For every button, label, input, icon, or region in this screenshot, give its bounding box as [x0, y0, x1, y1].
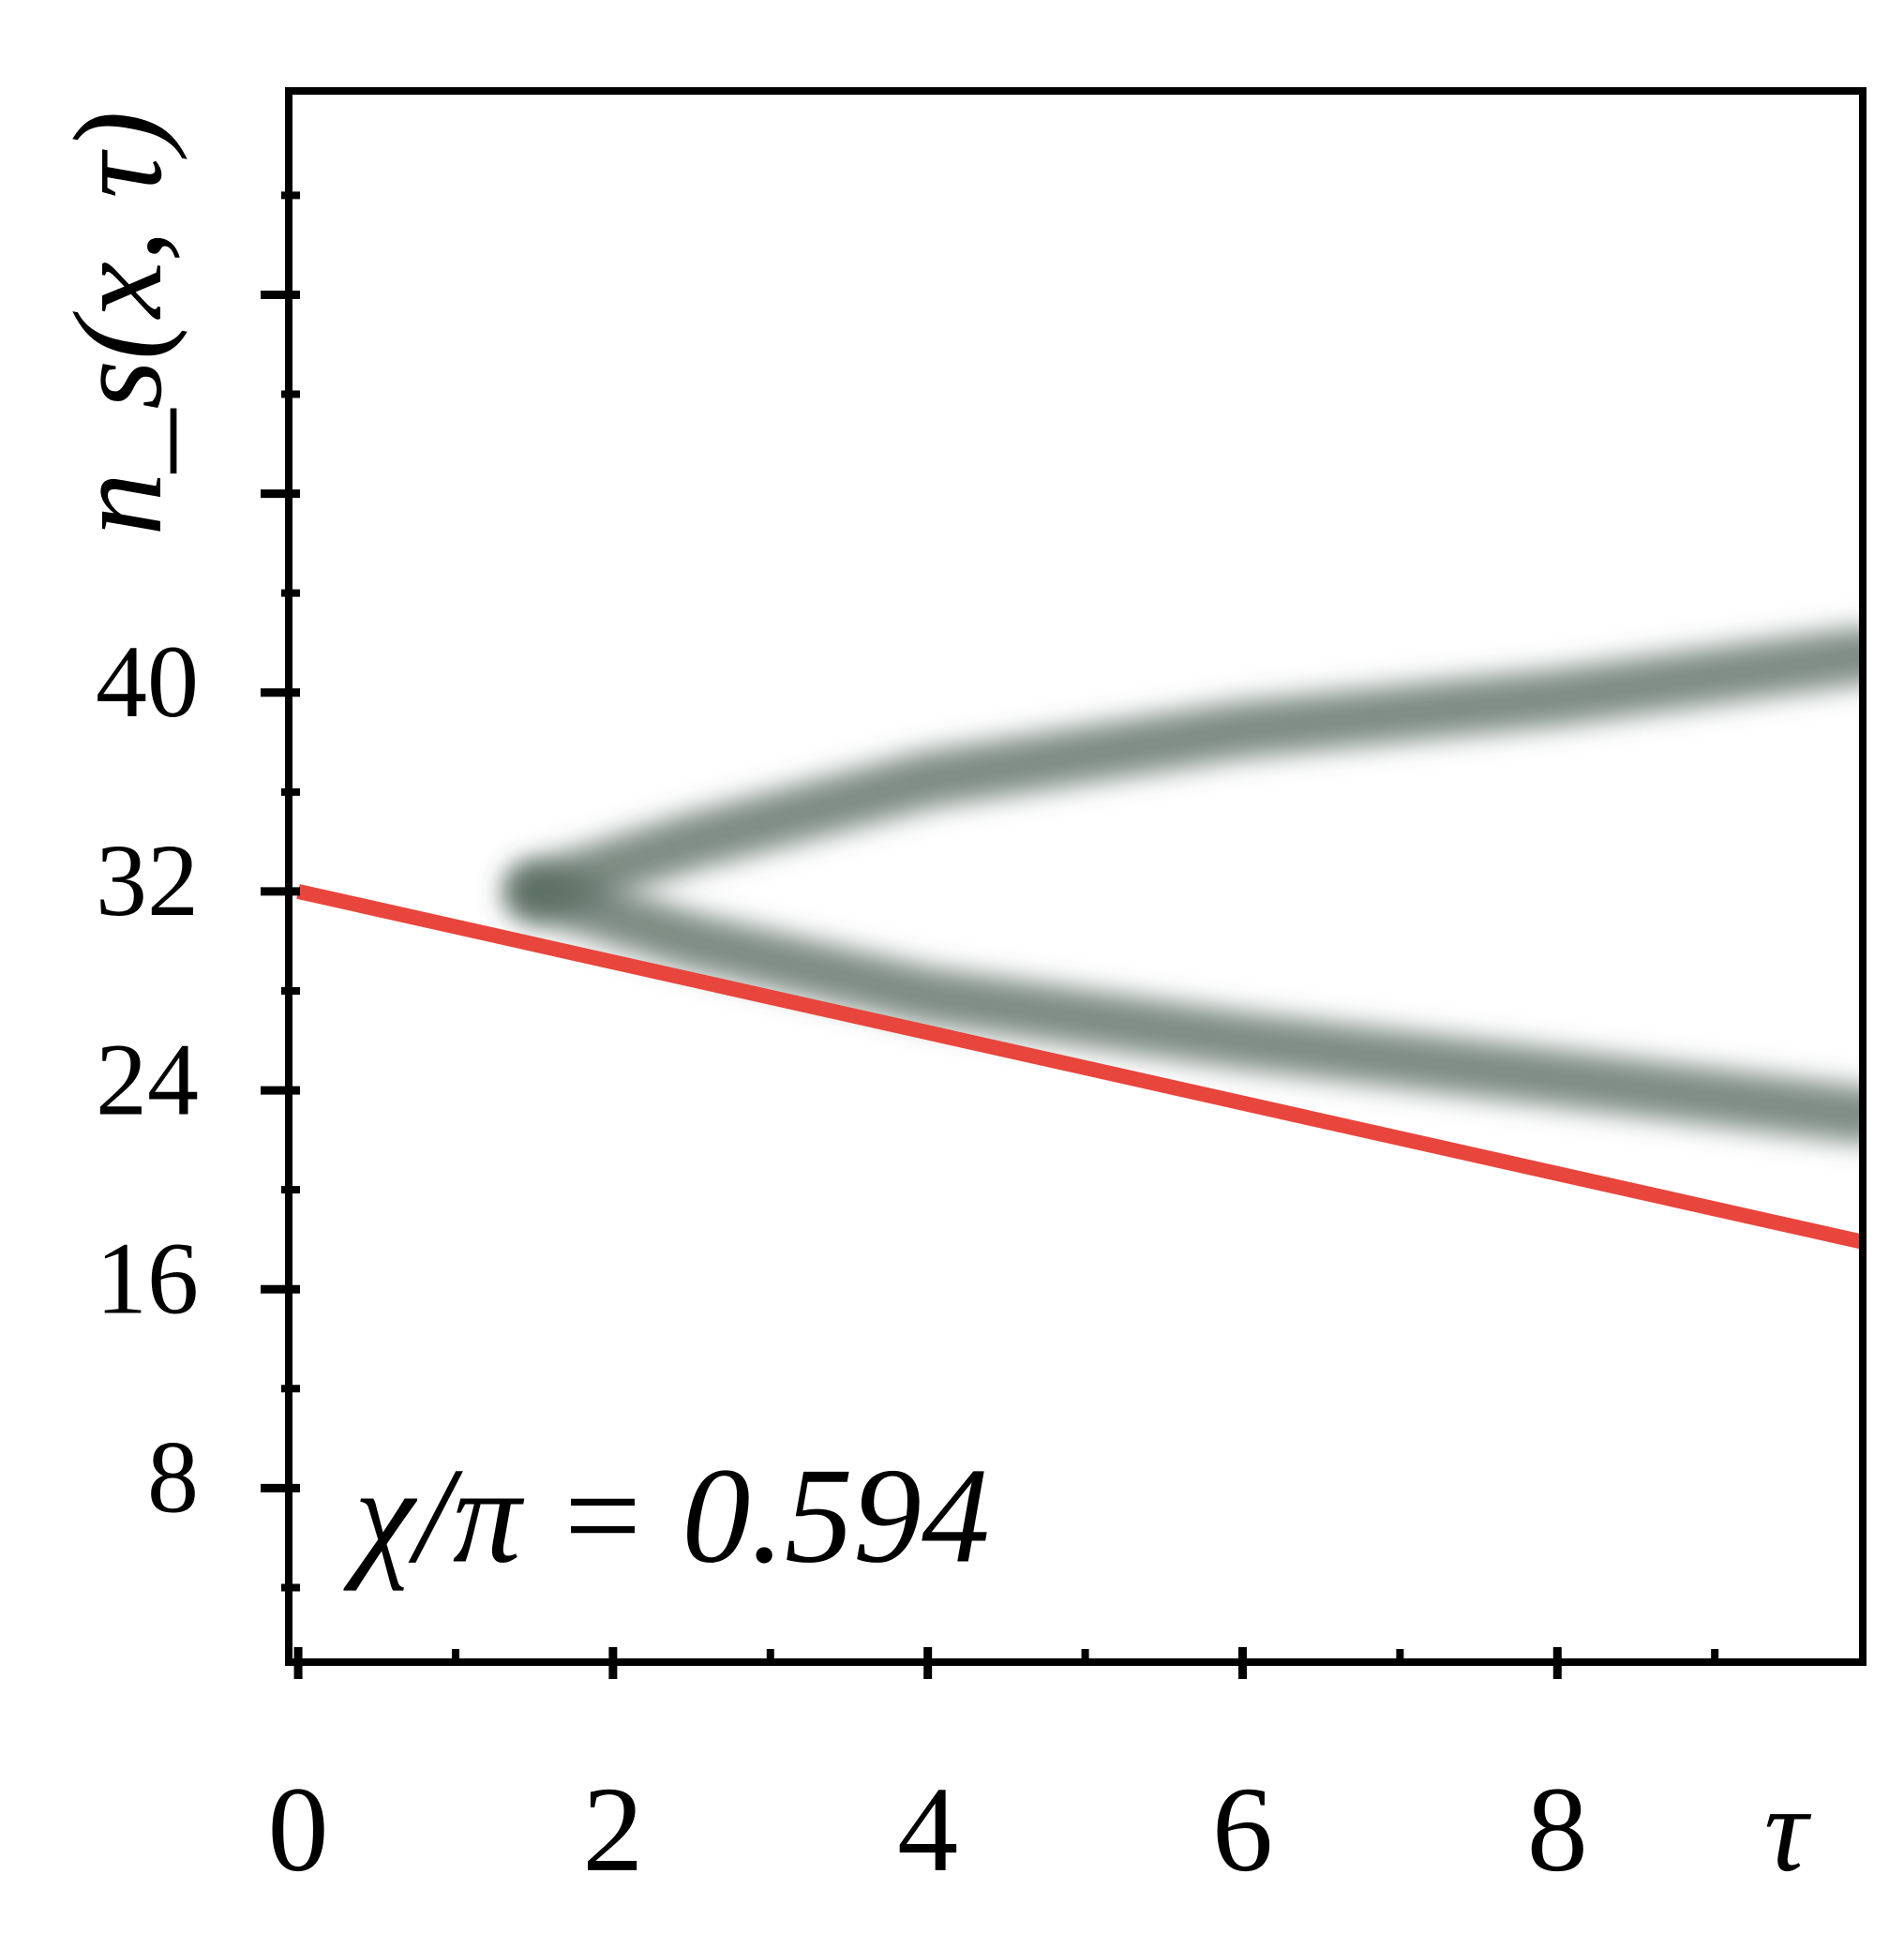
x-tick-label: 2 [582, 1762, 643, 1897]
y-tick-label: 32 [96, 823, 199, 937]
y-tick-label: 8 [147, 1420, 199, 1535]
x-tick-label: 8 [1527, 1762, 1588, 1897]
y-tick-label: 40 [96, 624, 199, 739]
plot-frame [285, 87, 1867, 1666]
y-tick-label: 16 [96, 1221, 199, 1335]
plot-area [289, 626, 1863, 1250]
x-tick-label: 4 [897, 1762, 958, 1897]
x-tick-label: 6 [1212, 1762, 1273, 1897]
x-tick-label: 0 [268, 1762, 329, 1897]
y-tick-label: 24 [96, 1022, 199, 1136]
density-ridge [505, 862, 1863, 1144]
y-axis-label: n_s(x, τ) [49, 111, 188, 535]
line [296, 884, 1863, 1250]
annotation: χ/π = 0.594 [343, 1440, 990, 1592]
density-ridge [505, 626, 1863, 920]
x-axis-label: τ [1764, 1762, 1812, 1897]
